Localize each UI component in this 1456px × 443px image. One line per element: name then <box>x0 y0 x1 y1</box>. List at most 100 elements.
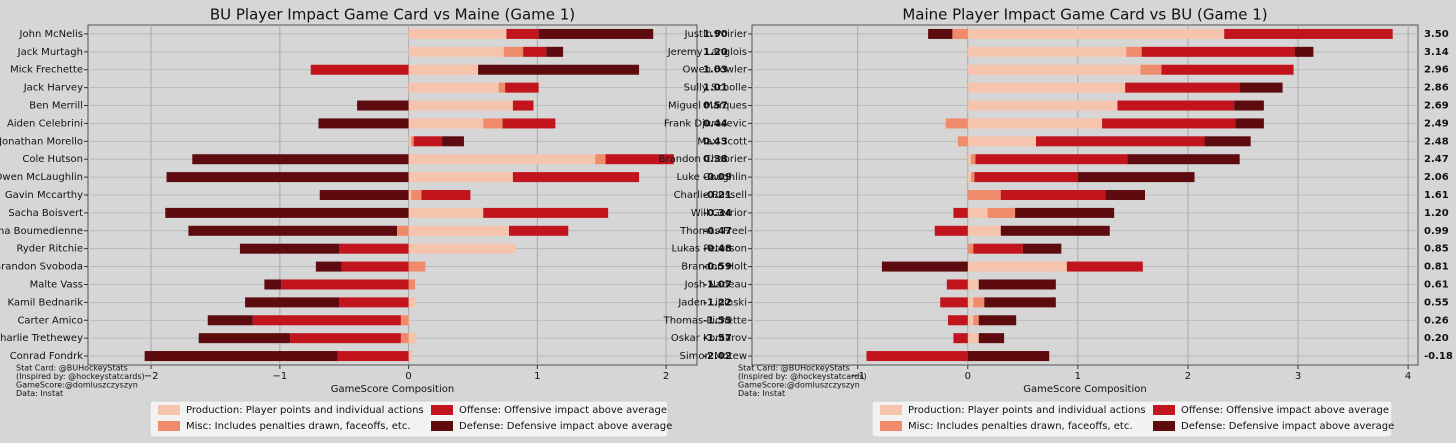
total-label: 2.69 <box>1424 101 1449 112</box>
bar-segment <box>945 118 968 129</box>
footnote: (Inspired by: @hockeystatcards) <box>738 372 867 381</box>
x-tick-label: 0 <box>965 371 971 382</box>
bar-segment <box>264 279 282 290</box>
bar-segment <box>973 243 1023 254</box>
bar-segment <box>967 243 974 254</box>
bar-segment <box>310 64 409 75</box>
total-label: 0.99 <box>1424 226 1449 237</box>
bar-segment <box>408 100 513 111</box>
y-tick-label: Aiden Celebrini <box>7 118 83 129</box>
y-tick-label: Jack Harvey <box>23 83 83 94</box>
y-tick-label: Josh Nadeau <box>684 279 747 290</box>
x-tick-label: 2 <box>663 371 669 382</box>
bar-segment <box>341 261 409 272</box>
legend-swatch <box>1153 405 1175 415</box>
y-tick-label: Thomas Pichette <box>663 315 747 326</box>
legend-box <box>871 400 1393 438</box>
bar-segment <box>483 118 503 129</box>
total-label: -2.02 <box>703 351 732 362</box>
bar-segment <box>967 333 979 344</box>
bar-segment <box>512 100 534 111</box>
bar-segment <box>1036 136 1205 147</box>
bar-segment <box>502 118 556 129</box>
bar-segment <box>1105 190 1145 200</box>
bar-segment <box>207 315 253 326</box>
bar-segment <box>357 100 409 111</box>
bar-segment <box>1022 243 1062 254</box>
bar-segment <box>337 351 409 362</box>
y-tick-label: Luke Coughlin <box>676 172 747 183</box>
bar-segment <box>967 136 1037 147</box>
legend-swatch <box>158 421 180 431</box>
bar-segment <box>512 172 640 183</box>
y-tick-label: Brandon Chabrier <box>659 154 748 165</box>
bar-segment <box>987 207 1016 218</box>
chart-panel: BU Player Impact Game Card vs Maine (Gam… <box>0 6 732 438</box>
bar-segment <box>442 136 464 147</box>
y-tick-label: Charlie Russell <box>674 190 747 201</box>
bar-segment <box>928 28 953 39</box>
bar-segment <box>315 261 342 272</box>
bar-segment <box>967 82 1126 93</box>
bar-segment <box>975 154 1128 165</box>
y-tick-label: Jeremy Langlois <box>667 47 747 58</box>
bar-segment <box>538 28 654 39</box>
total-label: -0.21 <box>703 190 732 201</box>
bar-segment <box>984 297 1056 308</box>
y-tick-label: Mick Frechette <box>10 65 83 76</box>
x-tick-label: 4 <box>1405 371 1411 382</box>
bar-segment <box>881 261 968 272</box>
total-label: 1.20 <box>703 47 728 58</box>
bar-segment <box>1234 100 1264 111</box>
bar-segment <box>973 315 979 326</box>
bar-segment <box>408 243 516 254</box>
bar-segment <box>1102 118 1236 129</box>
legend-text: Defense: Defensive impact above average <box>1181 421 1394 432</box>
bar-segment <box>408 333 417 344</box>
bar-segment <box>144 351 338 362</box>
y-tick-label: Ryder Ritchie <box>16 244 83 255</box>
y-tick-label: Ben Merrill <box>29 101 83 112</box>
x-axis-label: GameScore Composition <box>1023 384 1146 395</box>
total-label: 1.20 <box>1424 208 1449 219</box>
legend-text: Offense: Offensive impact above average <box>459 405 667 416</box>
bar-segment <box>408 46 504 57</box>
y-tick-label: Sacha Boisvert <box>8 208 83 219</box>
bar-segment <box>290 333 401 344</box>
total-label: 0.55 <box>1424 297 1449 308</box>
bar-segment <box>318 118 409 129</box>
bar-segment <box>188 225 398 236</box>
bar-segment <box>408 261 426 272</box>
bar-segment <box>505 82 539 93</box>
legend-text: Production: Player points and individual… <box>908 405 1146 416</box>
bar-segment <box>339 243 409 254</box>
chart-title: BU Player Impact Game Card vs Maine (Gam… <box>210 6 575 24</box>
y-tick-label: Owen McLaughlin <box>0 172 83 183</box>
y-tick-label: John McNelis <box>19 29 83 40</box>
legend-swatch <box>158 405 180 415</box>
bar-segment <box>509 225 569 236</box>
bar-segment <box>1239 82 1283 93</box>
y-tick-label: Lukas Peterson <box>671 244 747 255</box>
bar-segment <box>281 279 409 290</box>
bar-segment <box>953 207 968 218</box>
footnote: Data: Instat <box>738 389 785 398</box>
footnote: GameScore:@domluszczyszyn <box>16 381 138 390</box>
total-label: 2.49 <box>1424 118 1449 129</box>
x-tick-label: 1 <box>1075 371 1081 382</box>
total-label: 0.26 <box>1424 315 1449 326</box>
legend-swatch <box>431 421 453 431</box>
total-label: 2.86 <box>1424 83 1449 94</box>
total-label: 1.03 <box>703 65 728 76</box>
legend-swatch <box>880 405 902 415</box>
bar-segment <box>1235 118 1264 129</box>
total-label: 1.90 <box>703 29 728 40</box>
bar-segment <box>408 225 510 236</box>
bar-segment <box>166 172 409 183</box>
legend-swatch <box>1153 421 1175 431</box>
bar-segment <box>1125 82 1240 93</box>
total-label: 0.44 <box>703 118 728 129</box>
bar-segment <box>198 333 291 344</box>
x-tick-label: −1 <box>272 371 287 382</box>
y-tick-label: Miguel Marques <box>668 101 747 112</box>
